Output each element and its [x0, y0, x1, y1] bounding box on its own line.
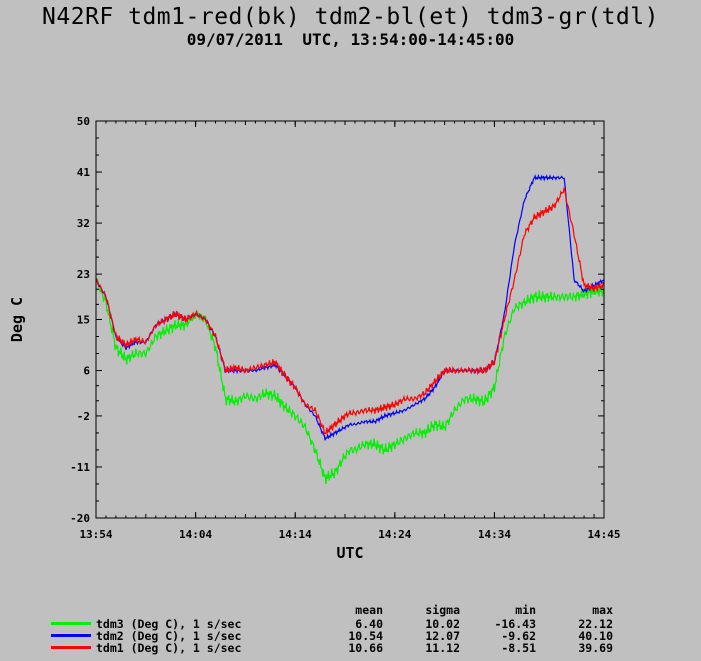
legend-min-value: -9.62 — [501, 629, 536, 643]
y-tick-label: -2 — [77, 410, 90, 423]
legend-sigma-value: 12.07 — [425, 629, 460, 643]
line-chart: 50 41 32 23 15 6 -2 -11 -20 13:54 14:04 14:14 14:24 1… — [8, 115, 621, 562]
y-axis-label: Deg C — [8, 297, 26, 342]
chart-subtitle: 09/07/2011 UTC, 13:54:00-14:45:00 — [186, 30, 515, 49]
x-tick-label: 14:34 — [478, 528, 511, 541]
x-tick-label: 14:24 — [378, 528, 411, 541]
x-tick-label: 13:54 — [79, 528, 112, 541]
legend-max-value: 39.69 — [578, 641, 613, 655]
series-line-tdm3 — [95, 277, 605, 484]
y-tick-label: 41 — [77, 166, 91, 179]
legend-mean-value: 6.40 — [355, 617, 383, 631]
y-tick-label: 32 — [77, 217, 90, 230]
legend-swatch — [51, 646, 91, 649]
y-tick-label: -11 — [70, 461, 90, 474]
legend-row: tdm1 (Deg C), 1 s/sec 10.66 11.12 -8.51 39.6… — [0, 641, 701, 655]
legend-series-name: tdm1 (Deg C), 1 s/sec — [96, 641, 242, 655]
legend-header-mean: mean — [355, 603, 383, 617]
legend-row: tdm2 (Deg C), 1 s/sec 10.54 12.07 -9.62 40.1… — [0, 629, 701, 643]
x-tick-label: 14:45 — [587, 528, 620, 541]
legend-series-name: tdm3 (Deg C), 1 s/sec — [96, 617, 242, 631]
x-tick-label: 14:04 — [179, 528, 212, 541]
legend: mean sigma min max tdm3 (Deg C), 1 s/sec… — [0, 603, 701, 661]
legend-row: tdm3 (Deg C), 1 s/sec 6.40 10.02 -16.43 22.1… — [0, 617, 701, 631]
legend-sigma-value: 10.02 — [425, 617, 460, 631]
series-line-tdm1 — [95, 187, 605, 436]
legend-max-value: 22.12 — [578, 617, 613, 631]
legend-mean-value: 10.54 — [348, 629, 383, 643]
x-tick-label: 14:14 — [279, 528, 312, 541]
series-layer — [95, 173, 605, 484]
y-tick-label: 23 — [77, 268, 90, 281]
legend-sigma-value: 11.12 — [425, 641, 460, 655]
x-axis-label: UTC — [336, 544, 363, 562]
legend-series-name: tdm2 (Deg C), 1 s/sec — [96, 629, 242, 643]
legend-header-sigma: sigma — [425, 603, 460, 617]
legend-mean-value: 10.66 — [348, 641, 383, 655]
legend-swatch — [51, 622, 91, 625]
legend-max-value: 40.10 — [578, 629, 613, 643]
legend-min-value: -8.51 — [501, 641, 536, 655]
axes-layer: 50 41 32 23 15 6 -2 -11 -20 13:54 14:04 14:14 14:24 1… — [8, 115, 621, 562]
y-tick-label: 50 — [77, 115, 90, 128]
y-tick-label: 6 — [83, 365, 90, 378]
plot-background — [96, 121, 604, 518]
y-tick-label: 15 — [77, 314, 90, 327]
legend-swatch — [51, 634, 91, 637]
y-tick-label: -20 — [70, 512, 90, 525]
plot-area — [96, 121, 604, 518]
chart-title: N42RF tdm1-red(bk) tdm2-bl(et) tdm3-gr(t… — [42, 4, 659, 30]
legend-header-max: max — [592, 603, 613, 617]
legend-header-min: min — [515, 603, 536, 617]
legend-min-value: -16.43 — [494, 617, 536, 631]
